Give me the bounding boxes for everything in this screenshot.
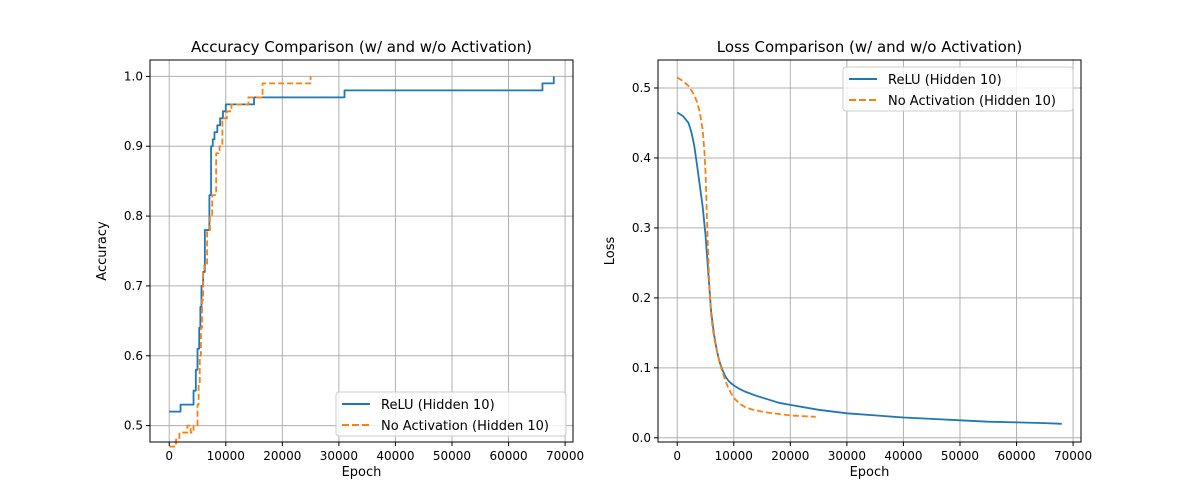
y-tick-label: 0.6 (124, 349, 143, 363)
x-tick-label: 0 (165, 449, 173, 463)
x-tick-label: 20000 (771, 449, 809, 463)
loss-plot-frame (657, 59, 1082, 443)
x-tick-label: 50000 (941, 449, 979, 463)
series-line-relu (169, 76, 555, 413)
x-tick-label: 70000 (546, 449, 584, 463)
accuracy-lines (169, 76, 555, 448)
accuracy-plot-frame (149, 59, 574, 443)
x-tick-label: 60000 (997, 449, 1035, 463)
x-tick-label: 10000 (207, 449, 245, 463)
series-line-relu (676, 111, 1062, 425)
accuracy-legend-label-noact: No Activation (Hidden 10) (381, 419, 549, 434)
loss-chart: 0 10000 20000 30000 40000 50000 60000 70000 0.0 0… (603, 38, 1092, 480)
series-line-no-activation (169, 76, 312, 448)
accuracy-chart: 0 10000 20000 30000 40000 50000 60000 70000 0.5 0… (95, 38, 584, 480)
series-line-no-activation (676, 76, 816, 418)
y-tick-label: 0.2 (632, 291, 651, 305)
y-tick-label: 0.3 (632, 221, 651, 235)
y-tick-label: 0.5 (632, 81, 651, 95)
y-tick-label: 1.0 (124, 69, 143, 83)
accuracy-legend-label-relu: ReLU (Hidden 10) (381, 398, 495, 413)
loss-legend-label-relu: ReLU (Hidden 10) (888, 73, 1002, 88)
accuracy-x-axis-label: Epoch (342, 465, 382, 480)
y-tick-label: 0.0 (632, 431, 651, 445)
y-tick-label: 0.4 (632, 151, 651, 165)
loss-lines (676, 76, 1062, 425)
x-tick-label: 40000 (376, 449, 414, 463)
accuracy-y-axis-label: Accuracy (95, 221, 110, 281)
y-tick-label: 0.9 (124, 139, 143, 153)
x-tick-label: 30000 (828, 449, 866, 463)
x-tick-label: 60000 (489, 449, 527, 463)
accuracy-legend-box (335, 391, 567, 437)
loss-x-axis-label: Epoch (850, 465, 890, 480)
accuracy-chart-title: Accuracy Comparison (w/ and w/o Activati… (191, 38, 532, 56)
x-tick-label: 0 (673, 449, 681, 463)
loss-legend-box (842, 66, 1074, 112)
y-tick-label: 0.8 (124, 209, 143, 223)
loss-legend-label-noact: No Activation (Hidden 10) (888, 94, 1056, 109)
x-tick-label: 40000 (884, 449, 922, 463)
x-tick-label: 10000 (715, 449, 753, 463)
loss-y-axis-label: Loss (603, 237, 618, 266)
x-tick-label: 50000 (433, 449, 471, 463)
y-tick-label: 0.5 (124, 419, 143, 433)
x-tick-label: 70000 (1054, 449, 1092, 463)
x-tick-label: 20000 (263, 449, 301, 463)
y-tick-label: 0.1 (632, 361, 651, 375)
accuracy-ticks: 0 10000 20000 30000 40000 50000 60000 70000 0.5 0… (124, 69, 584, 463)
loss-ticks: 0 10000 20000 30000 40000 50000 60000 70000 0.0 0… (632, 81, 1092, 463)
y-tick-label: 0.7 (124, 279, 143, 293)
loss-grid (658, 60, 1081, 442)
x-tick-label: 30000 (320, 449, 358, 463)
loss-chart-title: Loss Comparison (w/ and w/o Activation) (717, 38, 1022, 56)
accuracy-legend: ReLU (Hidden 10) No Activation (Hidden 1… (335, 391, 567, 437)
accuracy-grid (150, 60, 573, 442)
loss-legend: ReLU (Hidden 10) No Activation (Hidden 1… (842, 66, 1074, 112)
